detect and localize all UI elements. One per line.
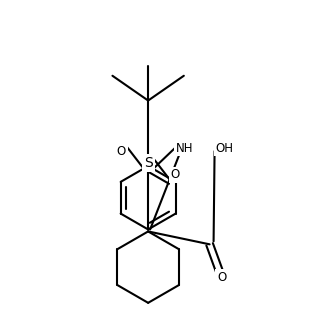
Text: O: O — [170, 168, 180, 182]
Text: S: S — [144, 156, 152, 170]
Text: OH: OH — [215, 142, 234, 155]
Text: O: O — [117, 145, 126, 158]
Text: O: O — [217, 271, 226, 283]
Text: NH: NH — [176, 142, 194, 155]
